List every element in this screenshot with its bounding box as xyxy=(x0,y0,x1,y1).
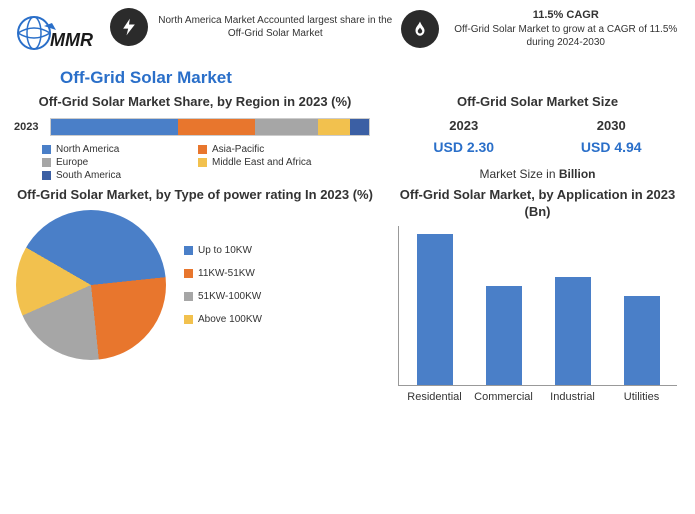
bar xyxy=(555,277,591,385)
size-caption: Market Size in Billion xyxy=(390,167,685,181)
legend-item: Above 100KW xyxy=(184,314,262,325)
size-year2: 2030 xyxy=(538,118,686,133)
legend-item: Asia-Pacific xyxy=(198,144,338,155)
fact1-text: North America Market Accounted largest s… xyxy=(158,14,393,41)
swatch-icon xyxy=(198,145,207,154)
bar-label: Industrial xyxy=(550,391,595,403)
swatch-icon xyxy=(184,292,193,301)
bar-label: Utilities xyxy=(624,391,659,403)
bar-col-utilities: Utilities xyxy=(618,226,665,385)
swatch-icon xyxy=(198,158,207,167)
pie-wrap: Up to 10KW 11KW-51KW 51KW-100KW Above 100KW xyxy=(10,210,380,360)
power-chart-panel: Off-Grid Solar Market, by Type of power … xyxy=(10,187,380,408)
legend-label: 51KW-100KW xyxy=(198,291,261,302)
region-hbar xyxy=(50,118,370,136)
market-size-panel: Off-Grid Solar Market Size 2023 2030 USD… xyxy=(390,94,685,181)
region-chart-panel: Off-Grid Solar Market Share, by Region i… xyxy=(10,94,380,181)
svg-text:MMR: MMR xyxy=(50,30,93,50)
power-legend: Up to 10KW 11KW-51KW 51KW-100KW Above 100KW xyxy=(184,245,262,325)
legend-label: Up to 10KW xyxy=(198,245,252,256)
fact2-body: Off-Grid Solar Market to grow at a CAGR … xyxy=(454,24,677,49)
region-seg-south-america xyxy=(350,119,369,135)
region-seg-north-america xyxy=(51,119,178,135)
legend-item: South America xyxy=(42,170,182,181)
region-seg-asia-pacific xyxy=(178,119,254,135)
swatch-icon xyxy=(184,269,193,278)
bar xyxy=(486,286,522,385)
size-val1: USD 2.30 xyxy=(390,139,538,155)
size-val2: USD 4.94 xyxy=(538,139,686,155)
header: MMR North America Market Accounted large… xyxy=(0,0,695,64)
size-caption-prefix: Market Size in xyxy=(479,167,558,181)
flame-icon xyxy=(401,10,439,48)
lightning-icon xyxy=(110,8,148,46)
fact2-text: 11.5% CAGR Off-Grid Solar Market to grow… xyxy=(449,8,684,50)
power-pie xyxy=(16,210,166,360)
power-chart-title: Off-Grid Solar Market, by Type of power … xyxy=(10,187,380,203)
bar-col-commercial: Commercial xyxy=(480,226,527,385)
region-year-label: 2023 xyxy=(14,121,44,133)
swatch-icon xyxy=(42,145,51,154)
legend-item: 11KW-51KW xyxy=(184,268,262,279)
region-seg-europe xyxy=(255,119,319,135)
legend-item: Up to 10KW xyxy=(184,245,262,256)
legend-label: 11KW-51KW xyxy=(198,268,255,279)
size-grid: 2023 2030 USD 2.30 USD 4.94 Market Size … xyxy=(390,118,685,181)
app-chart-title: Off-Grid Solar Market, by Application in… xyxy=(390,187,685,220)
fact-north-america: North America Market Accounted largest s… xyxy=(110,8,393,46)
legend-item: Middle East and Africa xyxy=(198,157,338,168)
swatch-icon xyxy=(42,158,51,167)
bar-col-residential: Residential xyxy=(411,226,458,385)
fact-cagr: 11.5% CAGR Off-Grid Solar Market to grow… xyxy=(401,8,684,50)
region-chart-title: Off-Grid Solar Market Share, by Region i… xyxy=(10,94,380,110)
main-title: Off-Grid Solar Market xyxy=(0,64,695,92)
region-hbar-wrap: 2023 xyxy=(10,116,380,140)
legend-item: North America xyxy=(42,144,182,155)
bar xyxy=(417,234,453,385)
fact2-head: 11.5% CAGR xyxy=(449,8,684,23)
bar-label: Commercial xyxy=(474,391,533,403)
bar xyxy=(624,296,660,385)
legend-label: Asia-Pacific xyxy=(212,144,264,155)
bar-label: Residential xyxy=(407,391,461,403)
size-title: Off-Grid Solar Market Size xyxy=(390,94,685,110)
bar-col-industrial: Industrial xyxy=(549,226,596,385)
chart-grid: Off-Grid Solar Market Share, by Region i… xyxy=(0,92,695,416)
region-legend: North America Asia-Pacific Europe Middle Ea… xyxy=(10,140,380,181)
size-caption-bold: Billion xyxy=(559,167,596,181)
legend-label: Middle East and Africa xyxy=(212,157,312,168)
app-bars: Residential Commercial Industrial Utilities xyxy=(398,226,677,386)
legend-label: Europe xyxy=(56,157,88,168)
mmr-logo: MMR xyxy=(12,8,102,58)
legend-item: 51KW-100KW xyxy=(184,291,262,302)
swatch-icon xyxy=(184,315,193,324)
app-chart-panel: Off-Grid Solar Market, by Application in… xyxy=(390,187,685,408)
legend-label: South America xyxy=(56,170,121,181)
legend-label: Above 100KW xyxy=(198,314,262,325)
size-year1: 2023 xyxy=(390,118,538,133)
bars-wrap: Residential Commercial Industrial Utilities xyxy=(390,226,685,408)
swatch-icon xyxy=(42,171,51,180)
legend-item: Europe xyxy=(42,157,182,168)
region-seg-middle-east-and-africa xyxy=(318,119,350,135)
swatch-icon xyxy=(184,246,193,255)
legend-label: North America xyxy=(56,144,119,155)
